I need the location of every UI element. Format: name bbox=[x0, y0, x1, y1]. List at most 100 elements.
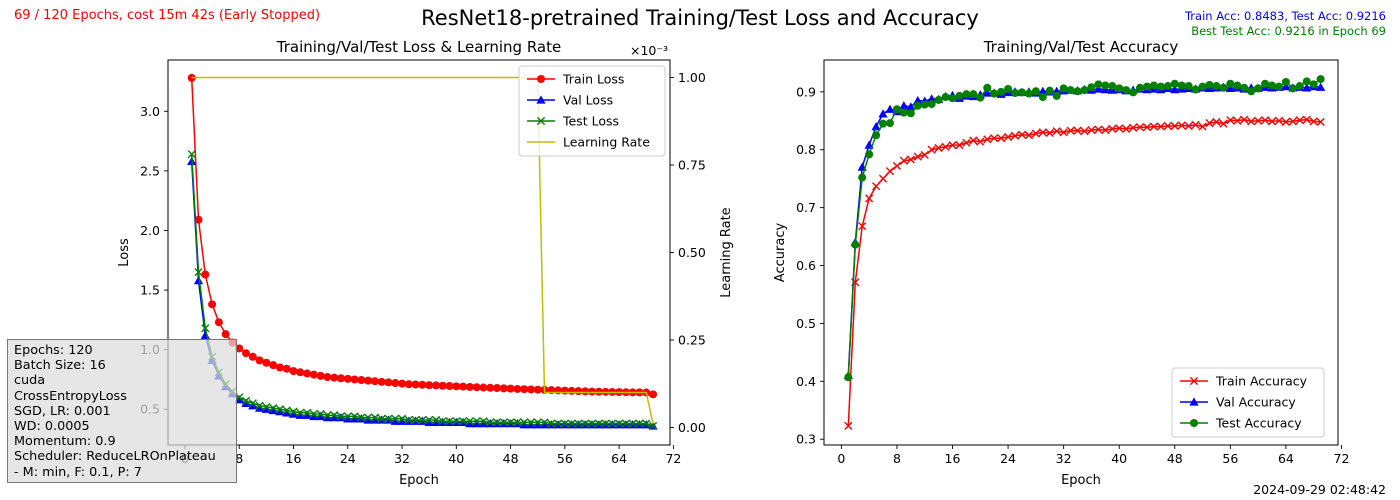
data-point bbox=[1038, 128, 1047, 137]
data-point bbox=[486, 383, 495, 392]
data-point bbox=[1059, 84, 1068, 93]
y-tick-label: 0.4 bbox=[796, 374, 816, 389]
data-point bbox=[976, 137, 985, 146]
data-point bbox=[621, 419, 630, 428]
data-point bbox=[295, 410, 305, 419]
data-point bbox=[384, 378, 393, 387]
legend-label: Test Loss bbox=[562, 114, 619, 129]
data-point bbox=[254, 403, 265, 412]
series-train-loss bbox=[187, 73, 658, 399]
data-point bbox=[316, 371, 325, 380]
legend-marker bbox=[537, 75, 545, 83]
data-point bbox=[969, 136, 978, 145]
data-point bbox=[982, 88, 992, 97]
data-point bbox=[920, 150, 929, 160]
series-learning-rate bbox=[191, 76, 654, 425]
x-tick-label: 48 bbox=[1167, 451, 1183, 466]
legend-marker bbox=[1190, 419, 1198, 427]
x-tick-label: 72 bbox=[665, 451, 681, 466]
y2-tick-label: 1.00 bbox=[678, 70, 706, 85]
legend-box bbox=[518, 65, 666, 157]
data-point bbox=[424, 417, 434, 427]
series-line bbox=[191, 76, 654, 425]
data-point bbox=[526, 418, 536, 427]
data-point bbox=[1038, 93, 1047, 102]
x-tick-label: 40 bbox=[1111, 451, 1127, 466]
legend-marker bbox=[1189, 397, 1199, 406]
data-point bbox=[1177, 121, 1186, 130]
data-point bbox=[1225, 83, 1235, 93]
data-point bbox=[1094, 80, 1103, 89]
data-point bbox=[1024, 89, 1033, 98]
data-point bbox=[858, 173, 867, 182]
x-tick-label: 56 bbox=[1222, 451, 1238, 466]
y2-tick-label: 0.25 bbox=[678, 333, 706, 348]
data-point bbox=[1191, 120, 1200, 129]
data-point bbox=[465, 382, 474, 391]
data-point bbox=[519, 420, 529, 429]
data-point bbox=[587, 419, 597, 428]
data-point bbox=[336, 412, 346, 421]
data-point bbox=[1191, 85, 1200, 94]
x-axis-label: Epoch bbox=[399, 473, 439, 488]
data-point bbox=[268, 405, 278, 415]
data-point bbox=[983, 135, 992, 144]
data-point bbox=[594, 419, 603, 428]
data-point bbox=[997, 87, 1006, 96]
data-point bbox=[1247, 87, 1256, 96]
data-point bbox=[533, 418, 542, 427]
data-point bbox=[1226, 79, 1235, 88]
data-point bbox=[913, 95, 923, 105]
data-point bbox=[241, 398, 251, 407]
data-point bbox=[574, 419, 583, 428]
data-point bbox=[1017, 130, 1027, 139]
data-point bbox=[1017, 88, 1026, 97]
data-point bbox=[567, 419, 576, 428]
legend-label: Test Accuracy bbox=[1215, 416, 1302, 431]
legend: Train Accuracy Val Accuracy Test Accuracy bbox=[1171, 367, 1325, 438]
data-point bbox=[275, 405, 285, 414]
data-point bbox=[479, 383, 488, 392]
config-line: cuda bbox=[14, 373, 46, 389]
data-point bbox=[370, 413, 379, 422]
data-point bbox=[384, 414, 393, 423]
data-point bbox=[1219, 119, 1228, 128]
accuracy-summary-text: Train Acc: 0.8483, Test Acc: 0.9216 bbox=[1184, 9, 1386, 23]
data-point bbox=[309, 409, 318, 419]
data-point bbox=[506, 384, 515, 393]
data-point bbox=[330, 373, 339, 382]
data-point bbox=[1087, 125, 1096, 135]
data-point bbox=[1219, 83, 1228, 92]
data-point bbox=[872, 182, 881, 191]
x-tick-label: 8 bbox=[893, 451, 901, 466]
x-tick-label: 32 bbox=[394, 451, 410, 466]
data-point bbox=[1170, 84, 1180, 94]
data-point bbox=[1163, 121, 1172, 131]
data-point bbox=[316, 411, 326, 421]
data-point bbox=[438, 417, 447, 426]
y-axis-label: Accuracy bbox=[773, 223, 788, 283]
data-point bbox=[1135, 123, 1145, 132]
data-point bbox=[1149, 122, 1159, 131]
data-point bbox=[1010, 131, 1020, 140]
data-point bbox=[1233, 116, 1242, 125]
legend-label: Train Accuracy bbox=[1215, 374, 1308, 389]
data-point bbox=[1059, 128, 1068, 137]
y-tick-label: 1.5 bbox=[140, 283, 160, 298]
y2-tick-label: 0.75 bbox=[678, 158, 706, 173]
data-point bbox=[465, 418, 475, 428]
training-status-text: 69 / 120 Epochs, cost 15m 42s (Early Sto… bbox=[14, 8, 321, 23]
data-point bbox=[431, 417, 441, 427]
data-point bbox=[1233, 81, 1242, 90]
x-tick-label: 24 bbox=[1000, 451, 1016, 466]
data-point bbox=[459, 382, 468, 391]
data-point bbox=[1274, 82, 1283, 91]
data-point bbox=[948, 94, 957, 103]
data-point bbox=[581, 419, 590, 428]
data-point bbox=[997, 134, 1006, 143]
data-point bbox=[865, 150, 874, 159]
data-point bbox=[1101, 81, 1110, 90]
legend-marker bbox=[536, 95, 546, 104]
data-point bbox=[1080, 127, 1089, 136]
y-tick-label: 3.0 bbox=[140, 104, 160, 119]
